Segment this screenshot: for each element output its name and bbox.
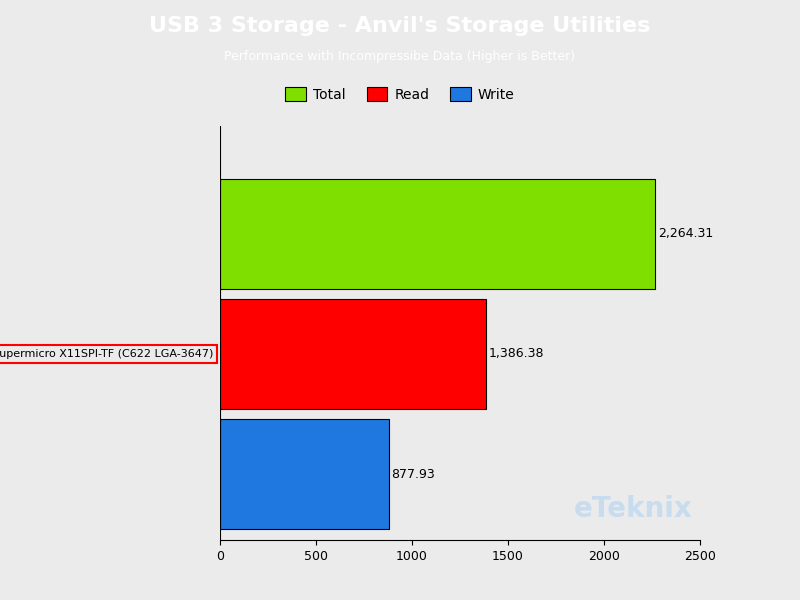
Text: USB 3 Storage - Anvil's Storage Utilities: USB 3 Storage - Anvil's Storage Utilitie… bbox=[150, 16, 650, 36]
Legend: Total, Read, Write: Total, Read, Write bbox=[280, 82, 520, 107]
Text: Performance with Incompressibe Data (Higher is Better): Performance with Incompressibe Data (Hig… bbox=[225, 50, 575, 63]
Text: 877.93: 877.93 bbox=[391, 467, 435, 481]
Text: Supermicro X11SPI-TF (C622 LGA-3647): Supermicro X11SPI-TF (C622 LGA-3647) bbox=[0, 349, 214, 359]
Bar bbox=[220, 419, 389, 529]
Bar bbox=[220, 179, 654, 289]
Text: 2,264.31: 2,264.31 bbox=[658, 227, 713, 241]
Bar bbox=[220, 299, 486, 409]
Text: eTeknix: eTeknix bbox=[574, 496, 693, 523]
Text: 1,386.38: 1,386.38 bbox=[489, 347, 545, 361]
